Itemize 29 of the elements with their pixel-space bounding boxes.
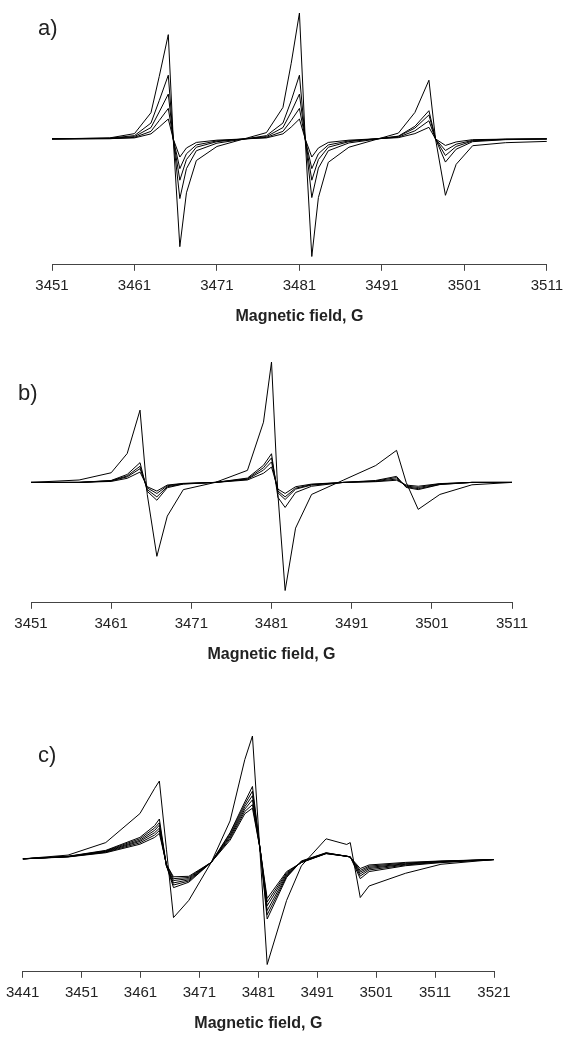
x-tick-label: 3491 [334,613,369,631]
x-tick-label: 3521 [477,982,511,1000]
x-axis-title: Magnetic field, G [207,644,336,662]
x-tick-label: 3481 [282,275,317,293]
chart-title: c) [38,742,57,767]
x-tick-label: 3461 [94,613,128,631]
x-tick-label: 3461 [123,982,158,1000]
x-tick-label: 3451 [64,982,99,1000]
x-tick-label: 3471 [200,275,234,293]
x-tick-label: 3501 [359,982,393,1000]
x-tick-label: 3511 [495,613,529,631]
x-tick-label: 3501 [447,275,482,293]
x-tick-label: 3511 [530,275,563,293]
x-tick-label: 3471 [174,613,209,631]
x-tick-label: 3481 [241,982,276,1000]
x-tick-label: 3491 [365,275,399,293]
x-tick-label: 3441 [6,982,40,1000]
chart-title: a) [38,15,58,40]
x-tick-label: 3491 [300,982,334,1000]
x-tick-label: 3481 [254,613,289,631]
x-tick-label: 3451 [35,275,69,293]
x-tick-label: 3501 [415,613,449,631]
x-tick-label: 3461 [117,275,152,293]
x-tick-label: 3451 [14,613,48,631]
x-tick-label: 3471 [182,982,217,1000]
x-axis-title: Magnetic field, G [194,1013,323,1031]
x-tick-label: 3511 [418,982,452,1000]
text: b) [18,380,38,405]
x-axis-title: Magnetic field, G [235,306,364,324]
